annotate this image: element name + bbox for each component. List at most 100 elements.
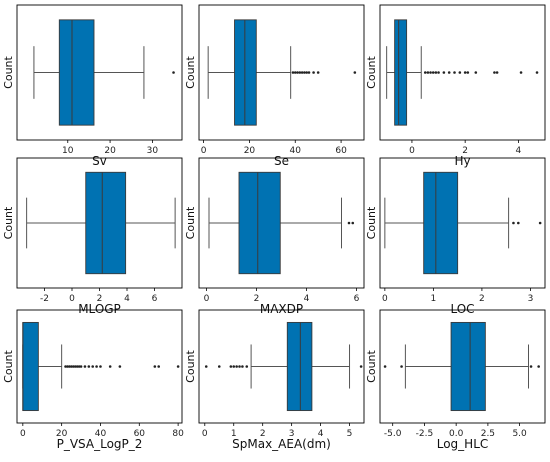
x-tick-label: -2 — [40, 294, 49, 304]
iqr-box — [286, 321, 313, 412]
outlier-point — [73, 365, 77, 368]
iqr-box — [450, 321, 486, 412]
outlier-point — [529, 365, 533, 368]
iqr-box — [22, 321, 39, 412]
y-axis-label: Count — [2, 349, 15, 382]
outlier-point — [71, 365, 75, 368]
outlier-point — [296, 71, 299, 74]
x-tick-label: 0 — [409, 146, 415, 156]
x-tick-label: 20 — [56, 429, 68, 439]
outlier-point — [437, 71, 440, 74]
axes-frame — [379, 157, 546, 289]
y-axis-label: Count — [184, 349, 197, 382]
outlier-point — [83, 365, 87, 368]
outlier-point — [64, 365, 67, 368]
x-tick-label: 6 — [354, 294, 360, 304]
outlier-point — [95, 365, 98, 368]
axes-frame — [16, 309, 183, 424]
x-axis-label: SpMax_AEA(dm) — [232, 437, 331, 451]
outlier-point — [238, 365, 241, 368]
outlier-point — [157, 365, 161, 368]
outlier-point — [442, 71, 446, 74]
subplot-2: 0 20 40 60 Se Count — [184, 4, 365, 168]
axes-frame — [198, 309, 365, 424]
outlier-point — [537, 365, 540, 368]
outlier-point — [241, 365, 244, 368]
x-tick-label: 1 — [231, 429, 237, 439]
x-tick-label: 2 — [254, 294, 260, 304]
x-tick-label: 30 — [147, 146, 159, 156]
axes-frame — [379, 309, 546, 424]
outlier-point — [204, 365, 208, 368]
x-tick-label: 4 — [124, 294, 130, 304]
x-tick-label: 6 — [152, 294, 158, 304]
x-tick-label: 4 — [304, 294, 310, 304]
outlier-point — [68, 365, 71, 368]
iqr-box — [394, 19, 408, 126]
x-axis-label: P_VSA_LogP_2 — [57, 437, 143, 451]
outlier-point — [217, 365, 221, 368]
x-tick-label: 40 — [290, 146, 302, 156]
iqr-box — [238, 171, 281, 275]
outlier-point — [359, 365, 363, 368]
outlier-point — [517, 221, 520, 225]
outlier-point — [423, 71, 427, 74]
x-tick-label: 2 — [462, 146, 468, 156]
x-tick-label: 0 — [204, 294, 210, 304]
outlier-point — [108, 365, 112, 368]
outlier-point — [466, 71, 470, 74]
y-axis-label: Count — [184, 55, 197, 88]
outlier-point — [463, 71, 467, 74]
outlier-point — [353, 71, 357, 74]
x-tick-label: 20 — [244, 146, 256, 156]
y-axis-label: Count — [2, 206, 15, 239]
x-tick-label: 4 — [516, 146, 522, 156]
x-tick-label: 60 — [335, 146, 347, 156]
y-axis-label: Count — [365, 206, 378, 239]
x-tick-label: 4 — [318, 429, 324, 439]
outlier-point — [70, 365, 73, 368]
x-axis-label: LOC — [450, 302, 474, 316]
outlier-point — [305, 71, 309, 74]
x-tick-label: 0 — [202, 429, 208, 439]
outlier-point — [99, 365, 102, 368]
axes-frame — [16, 4, 183, 141]
outlier-point — [434, 71, 438, 74]
outlier-point — [307, 71, 311, 74]
x-tick-label: 2 — [97, 294, 103, 304]
outlier-point — [535, 71, 539, 74]
outlier-point — [431, 71, 435, 74]
x-tick-label: 20 — [104, 146, 116, 156]
x-tick-label: 5.0 — [512, 429, 527, 439]
x-tick-label: 2 — [260, 429, 266, 439]
axes-frame — [198, 4, 365, 141]
outlier-point — [400, 365, 403, 368]
subplot-5: 0 2 4 6 MAXDP Count — [184, 157, 365, 316]
outlier-point — [458, 71, 462, 74]
outlier-point — [298, 71, 302, 74]
axes-frame — [379, 4, 546, 141]
iqr-box — [85, 171, 127, 275]
x-tick-label: -5.0 — [384, 429, 402, 439]
outlier-point — [235, 365, 238, 368]
x-tick-label: -2.5 — [416, 429, 434, 439]
outlier-point — [172, 71, 175, 74]
subplot-6: 0 1 2 3 LOC Count — [365, 157, 546, 316]
outlier-point — [91, 365, 95, 368]
outlier-point — [447, 71, 451, 74]
outlier-point — [245, 365, 249, 368]
outlier-point — [495, 71, 499, 74]
x-tick-label: 5 — [347, 429, 353, 439]
x-tick-label: 0 — [20, 429, 26, 439]
outlier-point — [351, 221, 355, 225]
subplot-7: 0 20 40 60 80 P_VSA_LogP_2 Count — [2, 309, 184, 451]
outlier-point — [474, 71, 478, 74]
y-axis-label: Count — [184, 206, 197, 239]
y-axis-label: Count — [2, 55, 15, 88]
outlier-point — [153, 365, 157, 368]
x-tick-label: 0 — [382, 294, 388, 304]
iqr-box — [423, 171, 459, 275]
outlier-point — [519, 71, 523, 74]
x-tick-label: 60 — [134, 429, 146, 439]
